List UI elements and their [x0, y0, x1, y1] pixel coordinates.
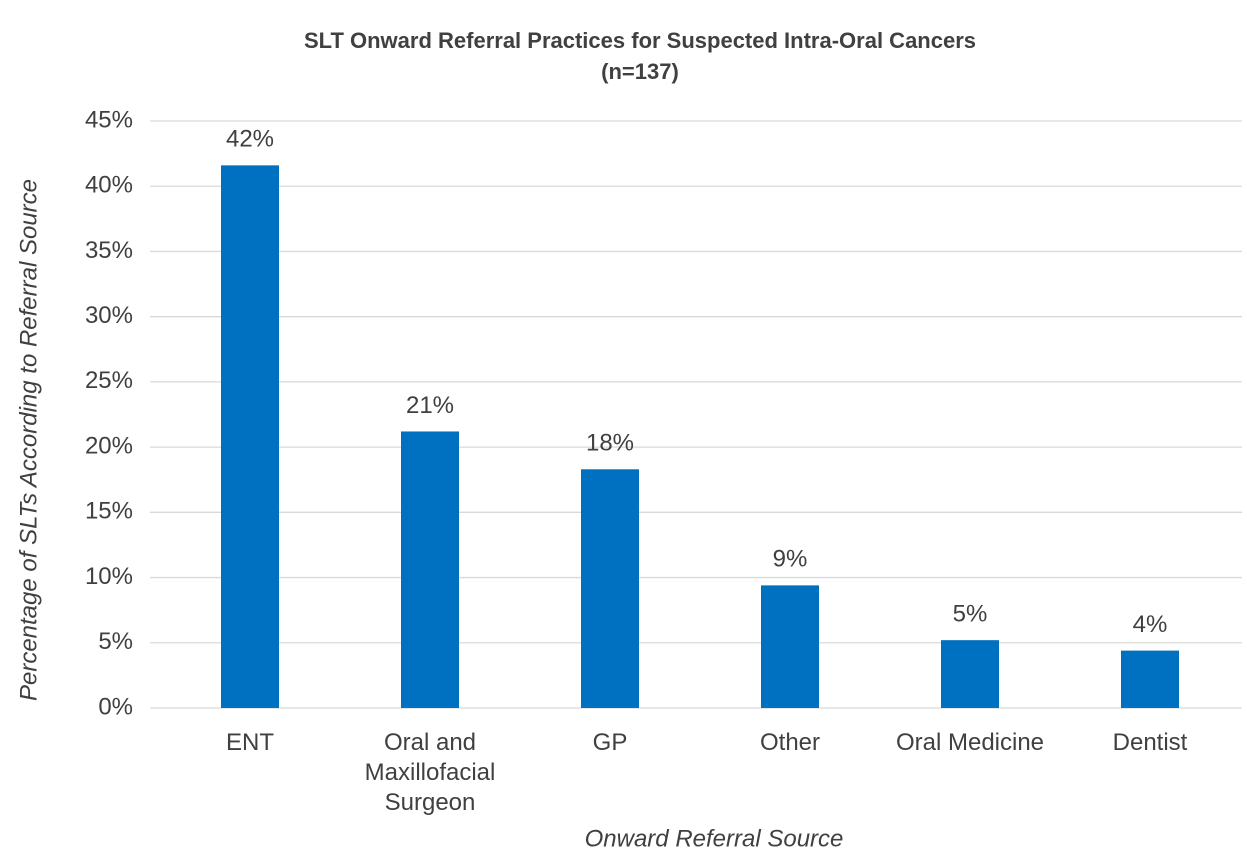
x-tick-label: Dentist [1112, 729, 1188, 756]
data-label: 42% [226, 126, 274, 153]
y-tick-label: 45% [85, 106, 133, 133]
bar [401, 431, 459, 708]
x-tick-label: ENT [226, 729, 274, 756]
y-tick-label: 10% [85, 563, 133, 590]
bar [221, 165, 279, 709]
bar [761, 585, 819, 708]
x-tick-label: Oral and Maxillofacial Surgeon [364, 729, 496, 816]
data-label: 4% [1133, 611, 1168, 638]
y-tick-label: 25% [85, 367, 133, 394]
y-tick-label: 20% [85, 432, 133, 459]
y-tick-label: 5% [98, 628, 133, 655]
x-tick-label: Oral Medicine [895, 729, 1045, 756]
data-label: 18% [586, 430, 634, 457]
chart-subtitle: (n=137) [601, 59, 679, 84]
x-tick-label: Other [759, 729, 821, 756]
y-tick-label: 0% [98, 693, 133, 720]
bar [581, 469, 639, 708]
data-label: 21% [406, 392, 454, 419]
bar [941, 640, 999, 708]
chart-title: SLT Onward Referral Practices for Suspec… [304, 28, 976, 53]
bar [1121, 650, 1179, 708]
data-label: 5% [953, 601, 988, 628]
y-tick-label: 15% [85, 498, 133, 525]
x-axis-title: Onward Referral Source [585, 825, 844, 850]
x-tick-label: GP [592, 729, 628, 756]
data-label: 9% [773, 546, 808, 573]
y-tick-label: 30% [85, 302, 133, 329]
y-tick-label: 35% [85, 237, 133, 264]
y-tick-label: 40% [85, 172, 133, 199]
y-axis-title: Percentage of SLTs According to Referral… [15, 179, 42, 701]
